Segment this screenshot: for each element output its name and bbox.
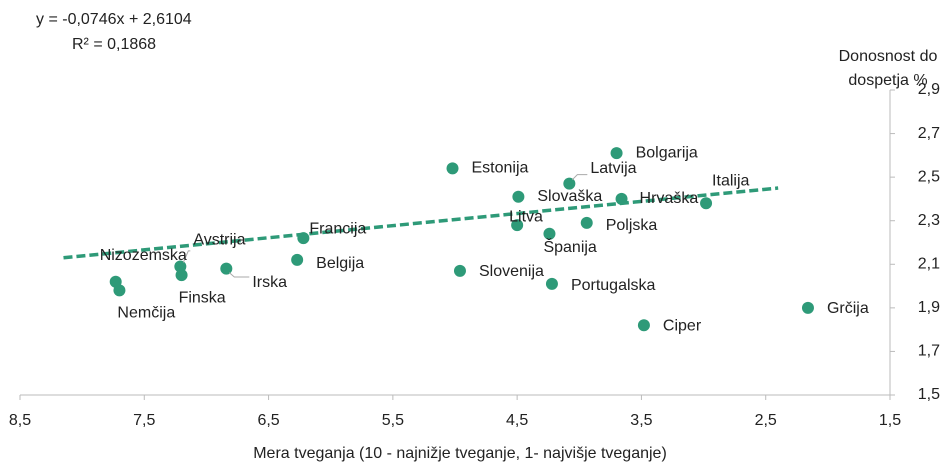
point <box>175 269 188 282</box>
point-label: Slovaška <box>537 188 602 205</box>
point-label: Italija <box>712 173 749 190</box>
x-tick-label: 1,5 <box>879 412 901 429</box>
point-label: Litva <box>509 208 543 225</box>
point-label: Poljska <box>606 217 658 234</box>
point <box>801 301 814 314</box>
point <box>291 253 304 266</box>
x-tick-label: 2,5 <box>755 412 777 429</box>
point <box>545 277 558 290</box>
point <box>637 319 650 332</box>
equation: y = -0,0746x + 2,6104 <box>36 11 192 28</box>
x-tick-label: 3,5 <box>630 412 652 429</box>
point <box>113 284 126 297</box>
point <box>610 147 623 160</box>
x-tick-label: 7,5 <box>133 412 155 429</box>
point-label: Španija <box>543 237 596 256</box>
point-label: Francija <box>309 220 366 237</box>
point-label: Nemčija <box>117 305 175 322</box>
point <box>453 264 466 277</box>
x-tick-label: 6,5 <box>257 412 279 429</box>
point <box>446 162 459 175</box>
y-axis-title: Donosnost do dospetja % <box>838 48 938 89</box>
x-tick-label: 8,5 <box>9 412 31 429</box>
y-tick-label: 2,9 <box>918 81 940 98</box>
y-tick-label: 1,7 <box>918 343 940 360</box>
point <box>615 192 628 205</box>
point <box>563 177 576 190</box>
y-tick-label: 1,9 <box>918 299 940 316</box>
x-tick-label: 5,5 <box>382 412 404 429</box>
point-label: Belgija <box>316 255 364 272</box>
point-label: Portugalska <box>571 277 656 294</box>
point <box>297 232 310 245</box>
point-label: Grčija <box>827 300 869 317</box>
y-tick-label: 2,5 <box>918 168 940 185</box>
point-label: Hrvaška <box>640 190 699 207</box>
trendline <box>63 186 779 260</box>
point <box>543 227 556 240</box>
y-tick-label: 2,7 <box>918 125 940 142</box>
y-tick-label: 2,3 <box>918 212 940 229</box>
x-axis-title: Mera tveganja (10 - najnižje tveganje, 1… <box>253 445 667 462</box>
point-label: Ciper <box>663 318 702 335</box>
point <box>512 190 525 203</box>
point-label: Nizozemska <box>100 247 187 264</box>
point <box>220 262 233 275</box>
point-label: Avstrija <box>193 232 245 249</box>
point-label: Bolgarija <box>636 144 698 161</box>
leader-line <box>182 250 191 263</box>
point <box>700 197 713 210</box>
y-tick-label: 1,5 <box>918 386 940 403</box>
x-tick-label: 4,5 <box>506 412 528 429</box>
y-tick-label: 2,1 <box>918 256 940 273</box>
leader-line <box>228 272 250 278</box>
point-label: Estonija <box>472 160 529 177</box>
point <box>511 219 524 232</box>
leader-line <box>571 174 588 181</box>
r-squared: R² = 0,1868 <box>72 36 156 53</box>
point-label: Irska <box>252 274 287 291</box>
point-label: Finska <box>179 289 226 306</box>
point-label: Slovenija <box>479 263 544 280</box>
point-label: Latvija <box>590 160 636 177</box>
point <box>580 216 593 229</box>
